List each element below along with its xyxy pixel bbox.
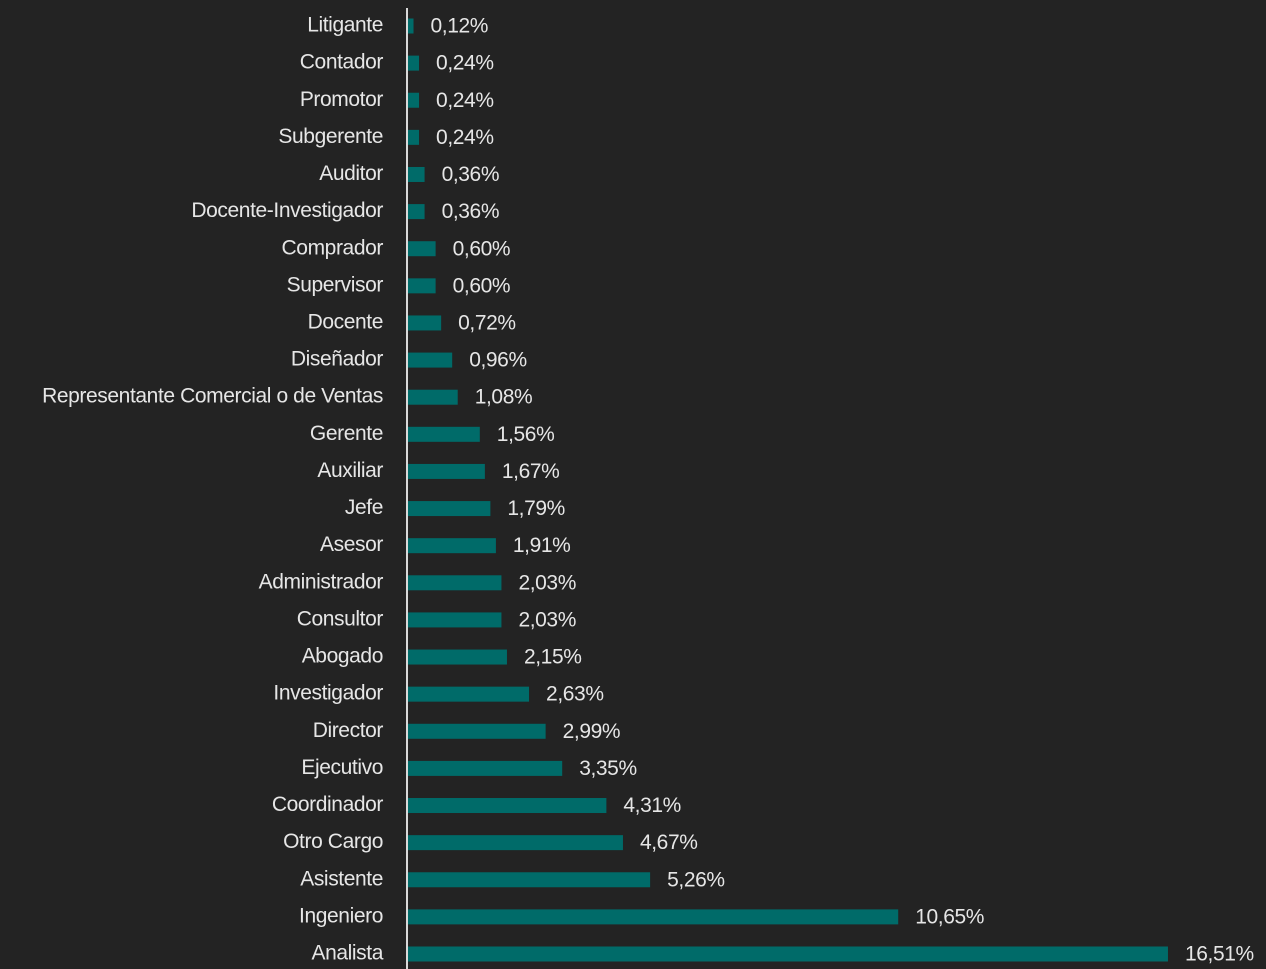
bar bbox=[408, 723, 546, 739]
category-label: Investigador bbox=[273, 682, 383, 705]
value-label: 1,91% bbox=[513, 534, 571, 557]
bar bbox=[408, 426, 480, 442]
category-label: Auditor bbox=[319, 162, 383, 185]
value-label: 0,36% bbox=[442, 163, 500, 186]
category-label: Docente-Investigador bbox=[191, 199, 383, 222]
value-label: 2,03% bbox=[518, 571, 576, 594]
category-label: Auxiliar bbox=[317, 459, 383, 482]
bar bbox=[408, 55, 420, 71]
value-label: 0,12% bbox=[431, 15, 489, 38]
bar bbox=[408, 909, 899, 925]
value-label: 1,79% bbox=[507, 497, 565, 520]
bar bbox=[408, 686, 530, 702]
category-label: Litigante bbox=[307, 14, 383, 37]
category-label: Director bbox=[313, 719, 384, 742]
value-label: 3,35% bbox=[579, 757, 637, 780]
bar bbox=[408, 92, 420, 108]
category-label: Promotor bbox=[300, 88, 384, 111]
value-label: 0,72% bbox=[458, 312, 516, 335]
bar bbox=[408, 872, 651, 888]
bar bbox=[408, 18, 414, 34]
value-label: 2,99% bbox=[563, 720, 621, 743]
category-label: Administrador bbox=[259, 570, 384, 593]
category-label: Contador bbox=[300, 51, 384, 74]
category-label: Supervisor bbox=[287, 273, 384, 296]
value-label: 2,03% bbox=[518, 608, 576, 631]
bar bbox=[408, 575, 502, 591]
bar bbox=[408, 352, 453, 368]
value-label: 1,67% bbox=[502, 460, 560, 483]
category-label: Subgerente bbox=[278, 125, 383, 148]
value-label: 1,56% bbox=[497, 423, 555, 446]
bar bbox=[408, 612, 502, 628]
bar bbox=[408, 241, 436, 257]
category-label: Diseñador bbox=[291, 348, 384, 371]
value-label: 0,36% bbox=[442, 200, 500, 223]
value-label: 5,26% bbox=[667, 868, 725, 891]
category-label: Otro Cargo bbox=[283, 830, 383, 853]
category-label: Coordinador bbox=[272, 793, 384, 816]
bar bbox=[408, 204, 425, 220]
category-label: Abogado bbox=[302, 645, 383, 668]
category-label: Ingeniero bbox=[299, 904, 383, 927]
value-label: 4,67% bbox=[640, 831, 698, 854]
value-label: 0,24% bbox=[436, 52, 494, 75]
bar bbox=[408, 946, 1168, 962]
category-label: Jefe bbox=[345, 496, 383, 519]
category-label: Ejecutivo bbox=[301, 756, 383, 779]
category-label: Gerente bbox=[310, 422, 383, 445]
category-label: Analista bbox=[311, 942, 383, 965]
value-label: 0,60% bbox=[453, 274, 511, 297]
category-label: Docente bbox=[308, 311, 383, 334]
value-label: 0,96% bbox=[469, 349, 527, 372]
bar bbox=[408, 649, 507, 665]
category-label: Asistente bbox=[300, 867, 383, 890]
bar bbox=[408, 166, 425, 182]
bar bbox=[408, 315, 442, 331]
category-label: Comprador bbox=[282, 236, 384, 259]
bar bbox=[408, 835, 623, 851]
value-label: 2,15% bbox=[524, 646, 582, 669]
bar bbox=[408, 278, 436, 294]
category-label: Consultor bbox=[297, 607, 384, 630]
value-label: 1,08% bbox=[475, 386, 533, 409]
bar bbox=[408, 798, 607, 814]
value-label: 0,60% bbox=[453, 237, 511, 260]
value-label: 4,31% bbox=[623, 794, 681, 817]
bar bbox=[408, 463, 485, 479]
bar bbox=[408, 501, 491, 517]
bar bbox=[408, 538, 496, 554]
value-label: 10,65% bbox=[915, 905, 984, 928]
category-label: Representante Comercial o de Ventas bbox=[42, 385, 383, 408]
value-label: 0,24% bbox=[436, 89, 494, 112]
bar bbox=[408, 389, 458, 405]
value-label: 0,24% bbox=[436, 126, 494, 149]
value-label: 16,51% bbox=[1185, 943, 1254, 966]
bar bbox=[408, 760, 563, 776]
value-label: 2,63% bbox=[546, 683, 604, 706]
category-label: Asesor bbox=[320, 533, 383, 556]
bar bbox=[408, 129, 420, 145]
